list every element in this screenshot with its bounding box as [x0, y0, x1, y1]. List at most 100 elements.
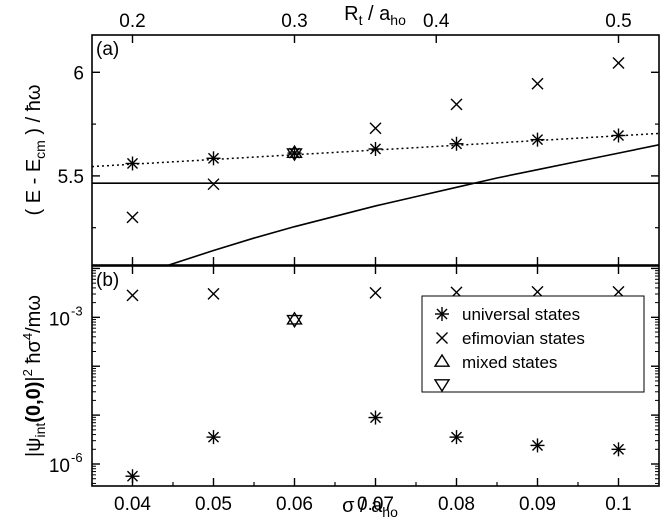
point-a-asterisk — [530, 132, 545, 147]
x-tick-label: 0.06 — [276, 494, 313, 515]
point-b-asterisk-stroke — [531, 439, 544, 451]
legend-marker-cross-stroke — [436, 332, 448, 344]
point-a-asterisk — [611, 128, 626, 143]
legend-marker-asterisk-stroke — [436, 308, 448, 320]
top-tick-label: 0.2 — [119, 11, 145, 32]
top-tick-label: 0.3 — [281, 11, 307, 32]
x-tick-label: 0.07 — [357, 494, 394, 515]
point-b-asterisk-stroke — [450, 431, 463, 443]
label-part: | — [23, 376, 45, 381]
y-tick-label-b: 10 — [49, 456, 70, 477]
label-part: |ψ — [23, 438, 45, 457]
point-a-cross — [450, 98, 463, 111]
panel-b: 0.04 0.05 0.06 0.07 0.08 0.09 0.110 -310 -6unive… — [49, 265, 660, 515]
x-tick-label: 0.09 — [519, 494, 556, 515]
label-part: ) / ħω — [23, 85, 45, 141]
panel-a-tag: (a) — [96, 39, 119, 60]
point-a-triangle-down-shape — [286, 148, 303, 162]
x-tick-label: 0.1 — [605, 494, 631, 515]
point-b-cross — [126, 289, 139, 302]
label-part: R — [344, 3, 358, 25]
label-part: ho — [390, 12, 406, 28]
point-a-cross-stroke — [207, 178, 220, 191]
point-b-triangle-down-shape — [286, 314, 303, 329]
label-part: cm — [32, 140, 48, 159]
y-tick-label-a: 5.5 — [58, 167, 84, 188]
legend-marker-triangle-up — [433, 353, 451, 367]
point-b-cross-stroke — [126, 289, 139, 302]
point-b-asterisk-stroke — [126, 470, 139, 482]
point-b-asterisk — [611, 442, 626, 457]
label-part: ħσ — [23, 339, 45, 369]
point-a-cross-stroke — [126, 211, 139, 224]
top-tick-label: 0.5 — [605, 11, 631, 32]
point-a-asterisk-stroke — [126, 157, 139, 170]
point-a-asterisk-stroke — [612, 129, 625, 142]
label-part: /mω — [23, 295, 45, 333]
label-part: int — [32, 423, 48, 438]
y-axis-label-a: ( E - Ecm ) / ħω — [23, 85, 48, 216]
fit-line-solid — [168, 144, 659, 265]
legend-marker-triangle-down — [433, 379, 451, 393]
legend: universal states efimovian states mixed st… — [421, 295, 645, 393]
point-b-asterisk-stroke — [207, 431, 220, 443]
x-tick-label: 0.04 — [114, 494, 151, 515]
point-b-cross — [369, 286, 382, 299]
point-a-cross — [531, 77, 544, 90]
point-b-asterisk — [206, 430, 221, 445]
point-a-cross — [126, 211, 139, 224]
point-a-asterisk-stroke — [207, 152, 220, 164]
point-a-cross — [369, 122, 382, 135]
point-b-cross-stroke — [207, 287, 220, 300]
point-a-asterisk — [368, 141, 383, 156]
legend-marker-triangle-up-shape — [433, 353, 451, 367]
point-b-cross — [207, 287, 220, 300]
point-b-asterisk-stroke — [612, 443, 625, 455]
point-a-triangle-down — [286, 148, 303, 162]
label-part: 2 — [20, 369, 35, 376]
point-a-asterisk — [125, 156, 140, 171]
point-b-cross-stroke — [369, 286, 382, 299]
point-b-triangle-up-shape — [286, 311, 303, 325]
label-part: σ / a — [342, 495, 383, 517]
label-part: t — [359, 12, 363, 28]
y-tick-label-b: 10 — [49, 309, 70, 330]
y-tick-exp-b: -6 — [71, 450, 83, 465]
point-a-triangle-up-shape — [286, 144, 303, 159]
x-tick-label: 0.05 — [195, 494, 232, 515]
panel-a-lines — [92, 132, 659, 265]
point-a-triangle-up — [286, 144, 303, 159]
point-a-cross — [207, 178, 220, 191]
legend-label: universal states — [462, 305, 580, 324]
label-part: ho — [382, 504, 398, 520]
legend-marker-cross — [436, 332, 448, 344]
point-a-asterisk-stroke — [450, 138, 463, 150]
point-b-asterisk — [368, 410, 383, 425]
label-part: 4 — [20, 333, 35, 340]
point-a-asterisk — [206, 151, 221, 166]
legend-marker-triangle-down-shape — [433, 379, 451, 393]
legend-marker-asterisk — [435, 307, 449, 321]
label-part: / a — [362, 3, 391, 25]
legend-frame — [421, 295, 645, 393]
label-part: ( E - E — [23, 159, 45, 216]
point-a-asterisk-stroke — [288, 147, 301, 159]
point-a-asterisk-stroke — [369, 143, 382, 155]
point-b-asterisk — [530, 438, 545, 453]
point-b-triangle-down — [286, 314, 303, 329]
x-tick-label: 0.08 — [438, 494, 475, 515]
point-a-cross-stroke — [531, 77, 544, 90]
y-axis-label-b: |ψint(0,0)|2 ħσ4/mω — [20, 295, 48, 457]
point-a-asterisk — [449, 136, 464, 151]
point-a-asterisk-stroke — [531, 134, 544, 146]
legend-label: efimovian states — [462, 329, 585, 348]
point-a-cross — [612, 56, 625, 69]
x-axis-label: σ / aho — [342, 495, 398, 520]
point-b-triangle-up — [286, 311, 303, 325]
point-b-asterisk-stroke — [369, 412, 382, 424]
point-b-asterisk — [449, 430, 464, 445]
point-a-cross-stroke — [450, 98, 463, 111]
top-tick-label: 0.4 — [423, 11, 450, 32]
y-tick-exp-b: -3 — [71, 303, 83, 318]
